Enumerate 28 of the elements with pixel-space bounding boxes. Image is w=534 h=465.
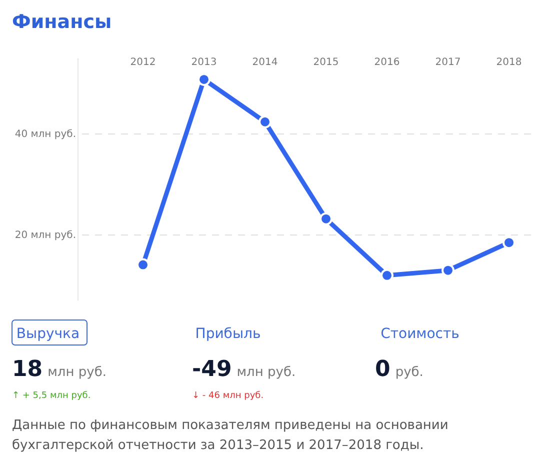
text: 0 bbox=[375, 357, 390, 382]
text: Прибыль bbox=[195, 326, 261, 342]
text: 18 bbox=[12, 357, 43, 382]
text: млн руб. bbox=[236, 365, 296, 380]
x-tick-label: 2014 bbox=[252, 57, 278, 68]
text: Выручка bbox=[16, 326, 80, 342]
point bbox=[258, 115, 272, 128]
x-tick-label: 2012 bbox=[130, 57, 156, 68]
y-tick-label: 20 млн руб. bbox=[14, 230, 76, 242]
text: -49 bbox=[192, 357, 232, 382]
y-tick-label: 40 млн руб. bbox=[14, 129, 76, 140]
text: Стоимость bbox=[380, 326, 460, 342]
point bbox=[380, 268, 394, 282]
text: ↑ + 5,5 млн руб. bbox=[12, 391, 91, 401]
text: руб. bbox=[395, 365, 424, 380]
point bbox=[136, 258, 150, 272]
x-tick-label: 2016 bbox=[374, 57, 400, 68]
x-tick-label: 2013 bbox=[191, 57, 217, 68]
chart-title: Финансы bbox=[12, 11, 112, 33]
text: ↓ - 46 млн руб. bbox=[192, 391, 264, 401]
x-tick-label: 2017 bbox=[435, 57, 461, 68]
x-tick-label: 2015 bbox=[313, 57, 339, 68]
text: Данные по финансовым показателям приведены на основании бухгалтерской отчетности за 2013–2015 и 2017–2018 годы. bbox=[12, 417, 450, 455]
point bbox=[502, 236, 516, 250]
point bbox=[320, 212, 332, 226]
text: млн руб. bbox=[48, 365, 106, 380]
point bbox=[442, 264, 454, 277]
x-tick-label: 2018 bbox=[496, 57, 522, 68]
